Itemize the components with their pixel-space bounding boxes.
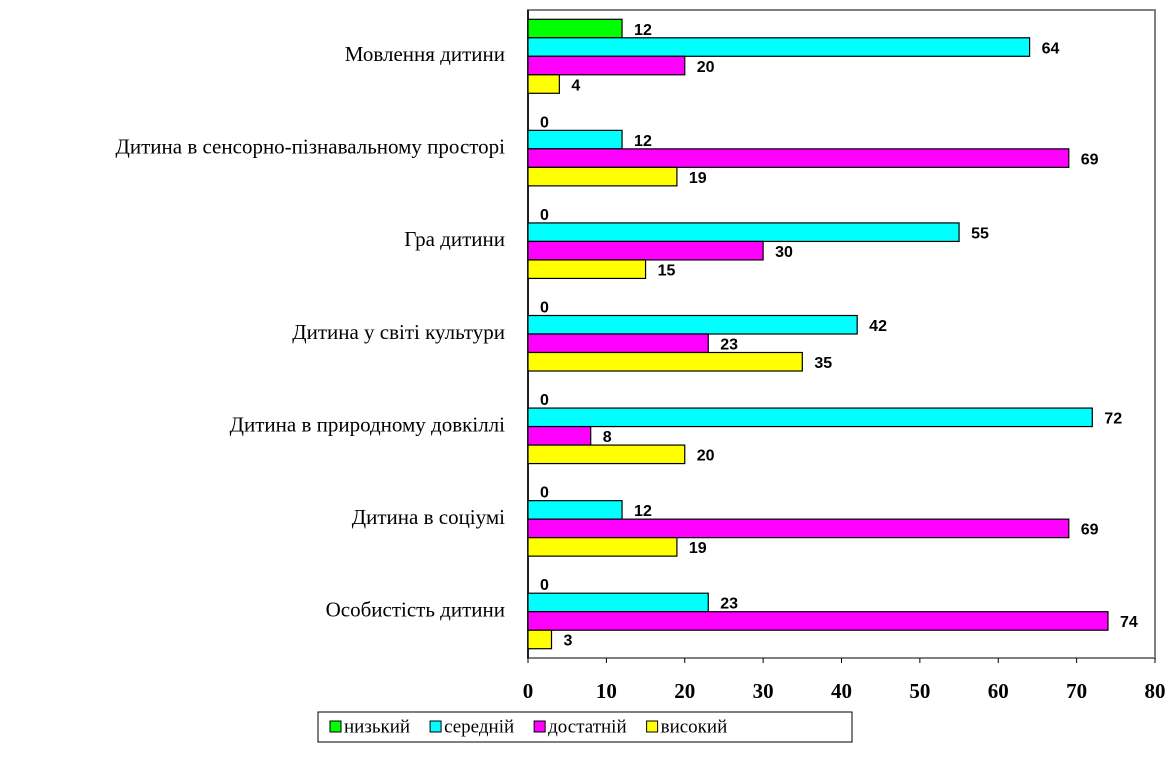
bar — [527, 148, 1070, 168]
bar — [527, 74, 560, 94]
bar — [527, 611, 1109, 631]
bar — [527, 629, 553, 650]
value-label: 55 — [971, 225, 989, 242]
bar — [527, 259, 647, 280]
bar — [527, 55, 686, 76]
x-tick-label: 70 — [1066, 679, 1087, 703]
value-label: 0 — [540, 114, 549, 131]
value-label: 0 — [540, 207, 549, 224]
value-label: 0 — [540, 485, 549, 502]
legend-swatch — [533, 720, 546, 733]
value-label: 20 — [697, 448, 715, 465]
value-label: 0 — [540, 392, 549, 409]
bar — [527, 425, 592, 446]
category-label: Особистість дитини — [326, 598, 505, 622]
x-tick-label: 40 — [831, 679, 852, 703]
value-label: 8 — [603, 429, 612, 446]
bar — [527, 500, 623, 520]
category-label: Гра дитини — [404, 227, 505, 251]
value-label: 0 — [540, 577, 549, 594]
value-label: 74 — [1120, 614, 1138, 631]
bar — [527, 18, 623, 39]
value-label: 72 — [1104, 411, 1122, 428]
bar — [527, 407, 1093, 428]
legend-box — [317, 711, 853, 743]
x-tick-label: 80 — [1145, 679, 1166, 703]
category-label: Мовлення дитини — [345, 42, 505, 66]
legend-swatch — [646, 720, 659, 733]
value-label: 19 — [689, 540, 707, 557]
value-label: 4 — [571, 77, 580, 94]
value-label: 20 — [697, 59, 715, 76]
value-label: 19 — [689, 170, 707, 187]
bar — [527, 444, 686, 465]
legend-swatch — [329, 720, 342, 733]
value-label: 30 — [775, 244, 793, 261]
value-label: 12 — [634, 503, 652, 520]
x-tick-label: 0 — [523, 679, 534, 703]
bar — [527, 314, 858, 335]
x-tick-label: 50 — [909, 679, 930, 703]
category-label: Дитина в соціумі — [352, 505, 505, 529]
x-tick-label: 20 — [674, 679, 695, 703]
x-tick-label: 30 — [753, 679, 774, 703]
value-label: 12 — [634, 22, 652, 39]
category-label: Дитина в сенсорно-пізнавальному просторі — [116, 135, 506, 159]
bar — [527, 129, 623, 150]
value-label: 23 — [720, 336, 738, 353]
bar — [527, 518, 1070, 539]
value-label: 12 — [634, 133, 652, 150]
category-label: Дитина в природному довкіллі — [230, 412, 505, 436]
legend-label: достатній — [548, 716, 626, 737]
x-tick-label: 60 — [988, 679, 1009, 703]
legend-label: низький — [344, 716, 410, 737]
value-label: 64 — [1042, 40, 1060, 57]
legend-label: високий — [661, 716, 728, 737]
bar — [527, 537, 678, 557]
bar — [527, 351, 803, 372]
value-label: 15 — [658, 262, 676, 279]
value-label: 69 — [1081, 522, 1099, 539]
legend-swatch — [429, 720, 442, 733]
bar — [527, 37, 1031, 57]
bar — [527, 333, 709, 354]
value-label: 23 — [720, 596, 738, 613]
value-label: 42 — [869, 318, 887, 335]
value-label: 35 — [814, 355, 832, 372]
value-label: 0 — [540, 299, 549, 316]
bar — [527, 592, 709, 613]
bar — [527, 166, 678, 187]
category-label: Дитина у світі культури — [292, 320, 505, 344]
bar — [527, 222, 960, 243]
legend-label: середній — [444, 716, 514, 737]
bar — [527, 240, 764, 261]
x-tick-label: 10 — [596, 679, 617, 703]
value-label: 69 — [1081, 151, 1099, 168]
value-label: 3 — [564, 633, 573, 650]
